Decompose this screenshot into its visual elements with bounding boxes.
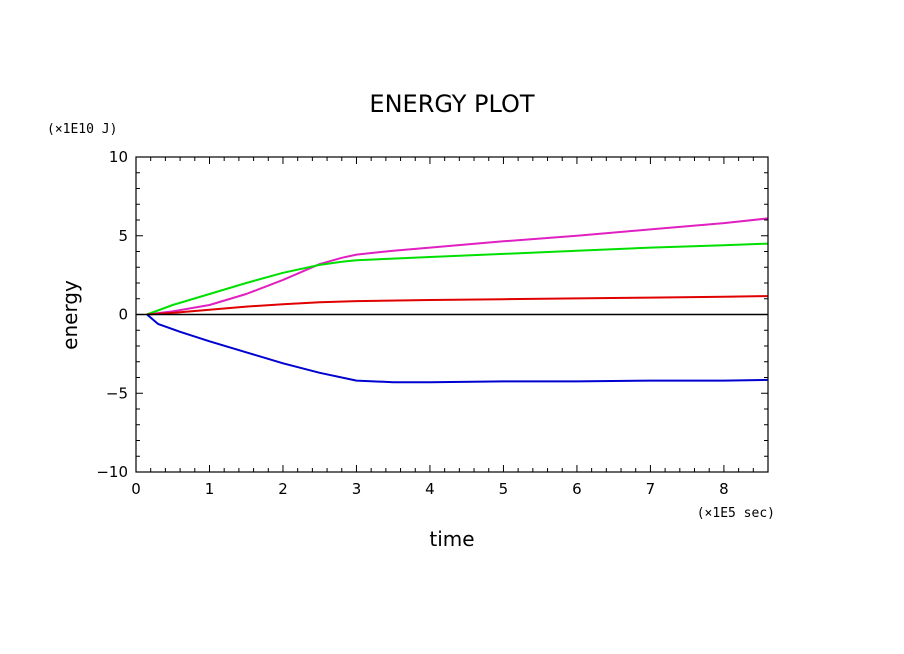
x-tick-label: 0 [131,480,141,498]
x-tick-label: 6 [572,480,582,498]
x-tick-label: 5 [499,480,509,498]
ticks-layer [135,156,769,473]
x-tick-label: 3 [352,480,362,498]
chart-title: ENERGY PLOT [369,90,535,118]
tick-labels: 0 1 2 3 4 5 6 7 8 −10 −5 0 5 10 [96,148,728,498]
x-tick-label: 8 [719,480,729,498]
y-tick-label: 0 [118,306,128,324]
y-tick-label: −10 [96,463,128,481]
y-tick-label: −5 [106,384,128,402]
x-axis-title: time [429,527,474,551]
y-tick-label: 5 [118,227,128,245]
plot-frame [135,156,769,473]
series-layer [136,217,769,384]
series-line-1 [146,217,769,316]
series-line-2 [146,242,769,316]
x-tick-label: 4 [425,480,435,498]
x-tick-label: 2 [278,480,288,498]
y-axis-title: energy [58,280,82,350]
x-tick-label: 1 [205,480,215,498]
x-unit-label: (×1E5 sec) [697,506,775,521]
series-line-4 [146,313,769,384]
y-tick-label: 10 [109,148,128,166]
x-tick-label: 7 [646,480,656,498]
y-unit-label: (×1E10 J) [47,122,117,137]
series-line-3 [146,295,769,316]
